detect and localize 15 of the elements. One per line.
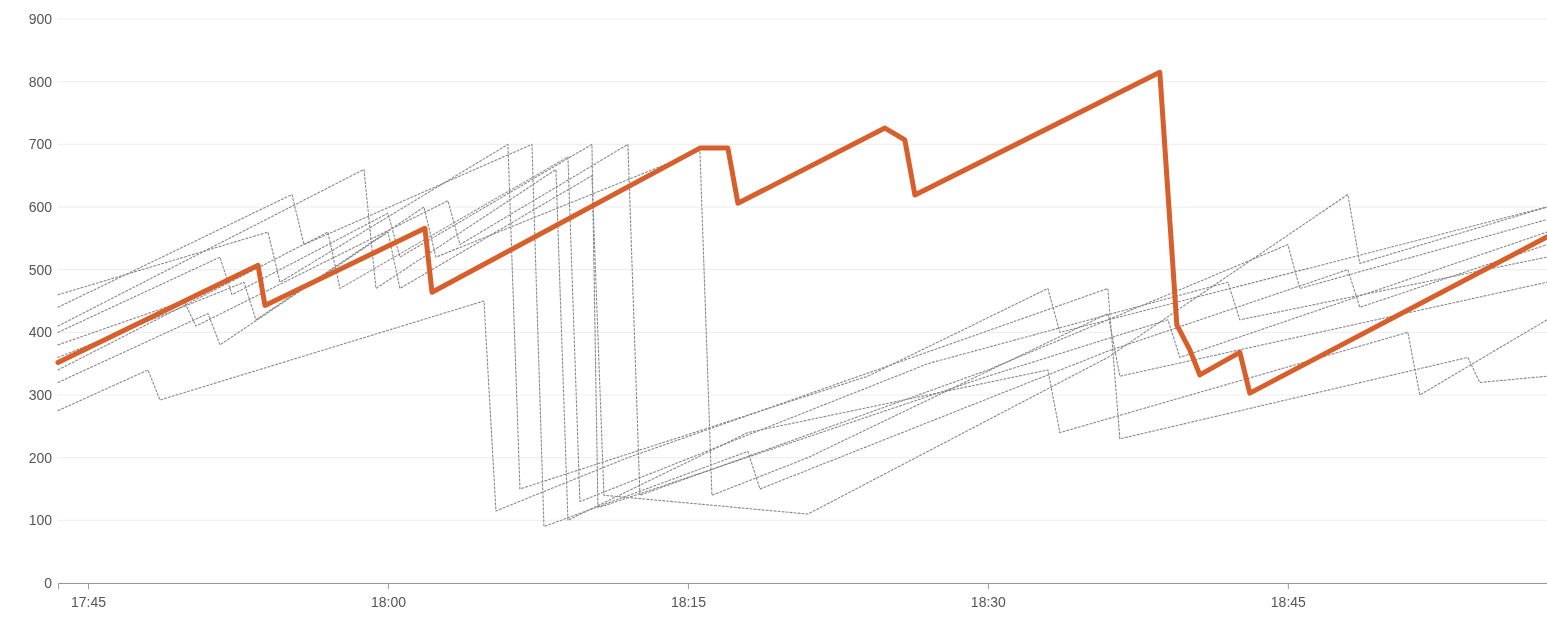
x-tick-label: 18:30 (970, 594, 1007, 611)
y-tick-label: 0 (44, 574, 53, 591)
y-tick-label: 400 (28, 324, 53, 341)
y-tick-label: 600 (28, 198, 53, 215)
y-tick-label: 500 (28, 261, 53, 278)
x-tick-label: 18:15 (670, 594, 707, 611)
x-tick-label: 18:45 (1270, 594, 1307, 611)
y-tick-label: 200 (28, 449, 53, 466)
y-tick-label: 300 (28, 386, 53, 403)
y-tick-label: 100 (28, 512, 53, 529)
x-tick-label: 17:45 (70, 594, 107, 611)
x-tick-label: 18:00 (370, 594, 407, 611)
y-tick-label: 700 (28, 136, 53, 153)
y-tick-label: 900 (28, 10, 53, 27)
y-tick-label: 800 (28, 73, 53, 90)
